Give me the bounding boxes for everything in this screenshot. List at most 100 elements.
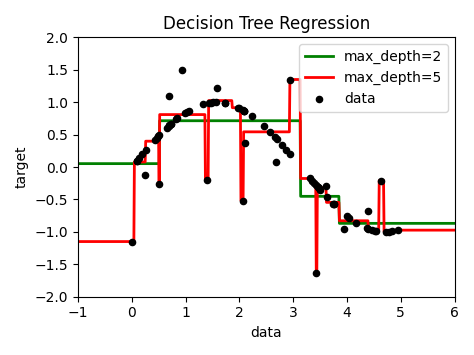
max_depth=2 — [182, 119, 187, 123]
data — [165, 122, 173, 128]
data — [271, 135, 279, 140]
data — [307, 176, 314, 181]
data — [388, 229, 396, 234]
data — [213, 85, 220, 91]
data — [239, 198, 247, 203]
data — [163, 125, 171, 131]
data — [155, 133, 162, 139]
Legend: max_depth=2, max_depth=5, data: max_depth=2, max_depth=5, data — [300, 44, 447, 111]
data — [240, 108, 248, 114]
max_depth=2 — [194, 119, 200, 123]
data — [382, 229, 390, 235]
data — [133, 158, 141, 164]
max_depth=5 — [194, 113, 200, 117]
data — [314, 185, 322, 190]
data — [314, 185, 322, 190]
data — [240, 108, 248, 113]
data — [221, 100, 229, 106]
data — [369, 227, 376, 233]
data — [364, 226, 372, 231]
data — [185, 108, 192, 113]
data — [166, 93, 173, 99]
max_depth=2 — [75, 162, 81, 166]
data — [151, 137, 158, 143]
data — [135, 155, 143, 161]
data — [173, 115, 181, 121]
data — [316, 187, 324, 192]
max_depth=5 — [287, 77, 293, 82]
data — [155, 181, 163, 187]
data — [212, 99, 220, 105]
data — [373, 228, 380, 234]
data — [178, 67, 186, 73]
data — [183, 109, 191, 115]
data — [286, 151, 293, 157]
data — [286, 77, 294, 82]
data — [315, 185, 322, 191]
data — [313, 270, 320, 276]
data — [330, 202, 337, 207]
Line: max_depth=2: max_depth=2 — [78, 121, 454, 223]
max_depth=2 — [323, 194, 328, 198]
data — [153, 135, 160, 141]
data — [345, 215, 353, 220]
data — [273, 136, 281, 142]
data — [310, 180, 318, 186]
data — [364, 225, 371, 231]
data — [312, 182, 320, 188]
max_depth=5 — [313, 271, 319, 275]
data — [394, 227, 401, 233]
data — [260, 123, 268, 129]
data — [266, 129, 274, 135]
Title: Decision Tree Regression: Decision Tree Regression — [163, 15, 370, 33]
data — [165, 123, 173, 129]
data — [377, 178, 385, 184]
data — [209, 99, 217, 105]
data — [371, 228, 379, 234]
data — [323, 195, 331, 200]
max_depth=2 — [415, 221, 421, 225]
max_depth=5 — [415, 228, 421, 232]
data — [340, 226, 348, 232]
data — [343, 213, 351, 219]
data — [386, 229, 393, 235]
max_depth=5 — [369, 228, 374, 232]
data — [364, 208, 372, 213]
max_depth=5 — [181, 113, 187, 117]
data — [128, 239, 136, 244]
max_depth=5 — [451, 228, 457, 232]
data — [308, 178, 316, 184]
data — [272, 159, 280, 165]
Line: max_depth=5: max_depth=5 — [78, 80, 454, 273]
data — [173, 116, 180, 122]
Y-axis label: target: target — [15, 146, 29, 188]
max_depth=2 — [168, 119, 173, 123]
data — [239, 107, 247, 113]
data — [167, 121, 175, 126]
data — [330, 201, 337, 207]
max_depth=2 — [157, 119, 163, 123]
data — [133, 158, 140, 164]
data — [207, 100, 215, 105]
data — [142, 147, 150, 153]
data — [353, 220, 360, 225]
data — [329, 201, 337, 207]
max_depth=2 — [451, 221, 457, 225]
data — [235, 105, 243, 111]
data — [155, 132, 163, 138]
max_depth=5 — [323, 186, 329, 190]
data — [241, 108, 248, 114]
data — [167, 121, 175, 126]
data — [221, 100, 228, 106]
data — [200, 101, 207, 107]
max_depth=5 — [75, 239, 81, 244]
data — [248, 113, 256, 119]
data — [181, 110, 189, 116]
data — [278, 142, 286, 148]
data — [205, 100, 213, 105]
data — [241, 140, 249, 146]
data — [322, 183, 329, 189]
data — [203, 177, 211, 183]
data — [283, 147, 290, 153]
data — [138, 152, 146, 157]
